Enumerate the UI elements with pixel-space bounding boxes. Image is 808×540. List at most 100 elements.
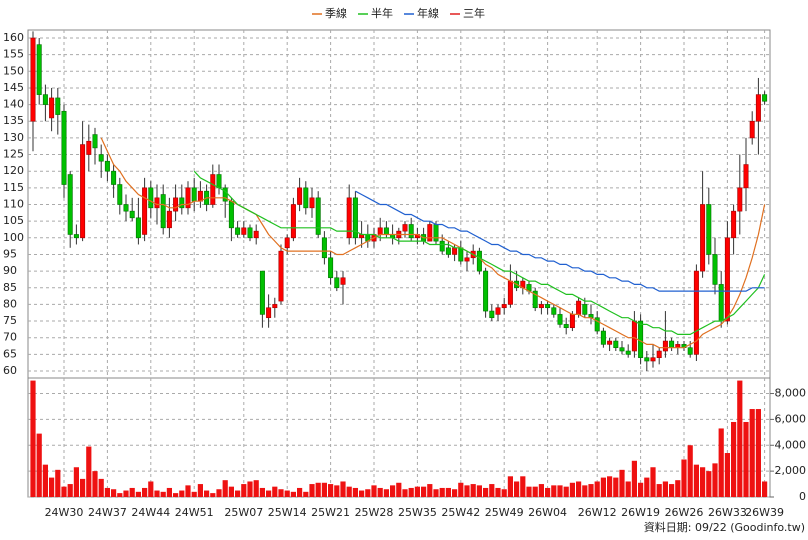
volume-bar (321, 482, 327, 497)
volume-bar (501, 489, 507, 497)
y-tick-label: 60 (3, 364, 17, 377)
volume-bar (675, 480, 681, 497)
candle-body (30, 37, 36, 122)
x-tick-label: 24W51 (175, 506, 214, 519)
candle-body (160, 194, 166, 229)
candle-body (545, 304, 551, 309)
volume-bar (625, 481, 631, 497)
candle-body (638, 320, 644, 358)
volume-bar (588, 484, 594, 497)
x-tick-label: 25W21 (311, 506, 350, 519)
volume-bar (749, 409, 755, 497)
y-tick-label: 150 (3, 64, 24, 77)
volume-bar (340, 481, 346, 497)
candle-body (352, 197, 358, 239)
candle-body (557, 314, 563, 325)
candle-body (222, 187, 228, 202)
candle-body (700, 204, 706, 272)
candle-body (241, 227, 247, 235)
candle-body (625, 350, 631, 355)
y-tick-label: 130 (3, 131, 24, 144)
candle-body (297, 187, 303, 205)
candle-body (86, 140, 92, 155)
volume-bar (538, 484, 544, 497)
candle-body (458, 247, 464, 262)
volume-bar (731, 421, 737, 497)
candle-body (439, 240, 445, 252)
candle-body (303, 187, 309, 209)
volume-bar (638, 482, 644, 497)
candle-body (718, 284, 724, 322)
volume-bar (706, 471, 712, 497)
candle-body (166, 210, 172, 229)
volume-bar (67, 484, 73, 497)
volume-bar (259, 487, 265, 497)
candle-body (551, 307, 557, 315)
candle-body (92, 134, 98, 149)
y2-tick-label: 4,000 (775, 438, 807, 451)
volume-bar (762, 481, 768, 497)
candle-body (631, 320, 637, 352)
legend-label: 季線 (325, 6, 347, 20)
volume-bar (458, 482, 464, 497)
y-tick-label: 140 (3, 98, 24, 111)
candle-body (315, 197, 321, 235)
x-tick-label: 25W35 (398, 506, 437, 519)
candle-body (340, 277, 346, 285)
volume-bar (98, 478, 104, 497)
volume-bar (755, 409, 761, 497)
candle-body (669, 340, 675, 348)
candle-body (247, 227, 253, 239)
volume-bar (693, 464, 699, 497)
volume-bar (86, 446, 92, 497)
volume-bar (569, 482, 575, 497)
volume-bar (142, 487, 148, 497)
volume-bar (49, 477, 55, 497)
candle-body (600, 330, 606, 345)
candle-body (73, 234, 79, 239)
volume-bar (557, 485, 563, 497)
x-tick-label: 24W30 (45, 506, 84, 519)
candle-body (259, 270, 265, 315)
candle-body (123, 204, 129, 212)
y-tick-label: 135 (3, 114, 24, 127)
volume-bar (514, 481, 520, 497)
volume-bar (390, 485, 396, 497)
volume-bar (445, 487, 451, 497)
candle-body (98, 154, 104, 162)
volume-bar (228, 486, 234, 497)
volume-bar (700, 467, 706, 497)
candle-body (383, 227, 389, 235)
y-tick-label: 110 (3, 197, 24, 210)
candle-body (154, 197, 160, 209)
legend-label: 三年 (463, 6, 485, 20)
candle-body (607, 340, 613, 345)
volume-bar (284, 490, 290, 497)
candle-body (111, 170, 117, 185)
x-tick-label: 26W12 (578, 506, 617, 519)
volume-bar (452, 489, 458, 497)
y-tick-label: 65 (3, 347, 17, 360)
volume-bar (483, 487, 489, 497)
y-tick-label: 115 (3, 181, 24, 194)
volume-bar (718, 428, 724, 497)
candle-body (179, 197, 185, 209)
volume-bar (631, 460, 637, 497)
volume-bar (427, 484, 433, 497)
candle-body (743, 164, 749, 189)
y-tick-label: 155 (3, 48, 24, 61)
candle-body (532, 290, 538, 309)
volume-bar (315, 482, 321, 497)
volume-bar (104, 487, 110, 497)
volume-bar (507, 476, 513, 497)
y2-tick-label: 0 (799, 490, 806, 503)
candle-body (762, 94, 768, 102)
volume-bar (402, 489, 408, 497)
candle-body (495, 307, 501, 315)
candle-body (712, 254, 718, 285)
volume-bar (179, 490, 185, 497)
volume-bar (135, 491, 141, 497)
candle-body (489, 310, 495, 319)
volume-bar (644, 477, 650, 497)
volume-bar (197, 484, 203, 497)
